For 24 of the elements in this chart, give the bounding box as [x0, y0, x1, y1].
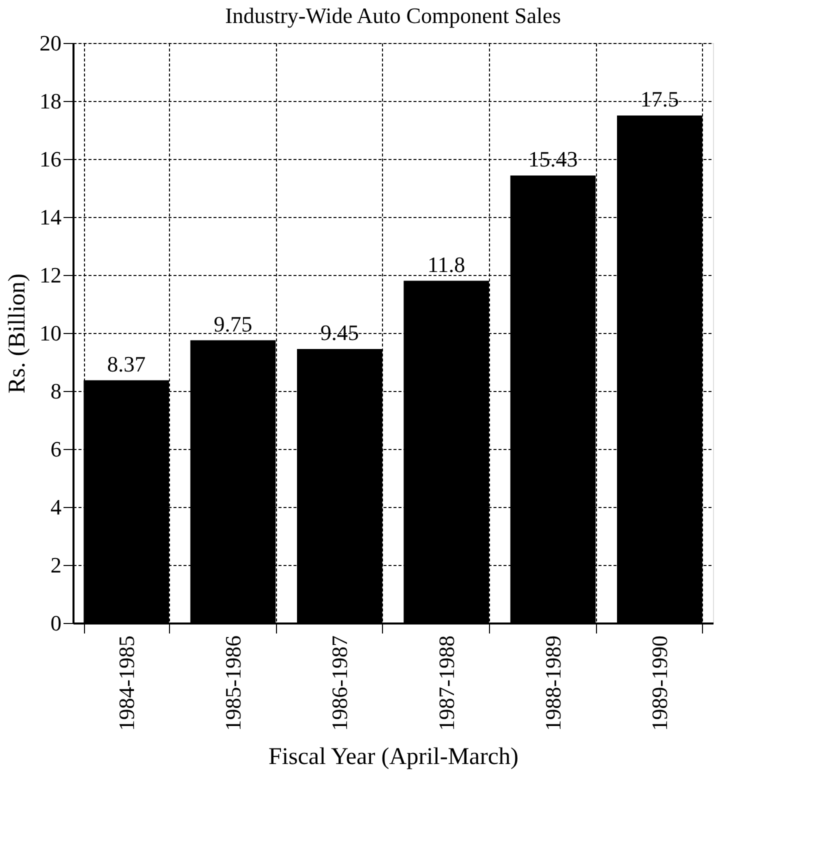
y-tick-label: 18: [40, 88, 62, 114]
y-tick-label: 14: [40, 204, 62, 230]
x-tick-label: 1984-1985: [114, 636, 139, 731]
data-label: 11.8: [427, 252, 466, 277]
data-label: 17.5: [640, 86, 679, 112]
data-label: 8.37: [107, 351, 146, 376]
x-tick-label: 1989-1990: [647, 636, 672, 731]
y-tick-label: 20: [40, 30, 62, 56]
data-label: 9.75: [214, 311, 252, 336]
y-tick-label: 12: [40, 262, 62, 288]
y-tick-label: 8: [50, 378, 62, 404]
x-tick-label: 1986-1987: [327, 636, 352, 731]
x-tick-label: 1987-1988: [434, 636, 459, 731]
y-axis-title: Rs. (Billion): [4, 273, 30, 394]
chart-title: Industry-Wide Auto Component Sales: [225, 3, 561, 28]
y-tick-label: 4: [50, 494, 62, 520]
x-axis-title: Fiscal Year (April-March): [268, 744, 518, 770]
y-tick-label: 16: [40, 146, 62, 172]
x-tick-label: 1988-1989: [540, 636, 566, 731]
y-tick-label: 0: [50, 610, 62, 636]
y-tick-label: 2: [50, 552, 62, 578]
x-tick-label: 1985-1986: [220, 636, 246, 731]
y-tick-label: 10: [40, 320, 62, 346]
y-tick-label: 6: [50, 436, 62, 462]
